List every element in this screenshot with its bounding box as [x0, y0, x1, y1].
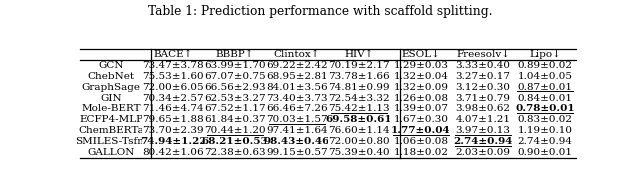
Text: Table 1: Prediction performance with scaffold splitting.: Table 1: Prediction performance with sca… [148, 5, 492, 18]
